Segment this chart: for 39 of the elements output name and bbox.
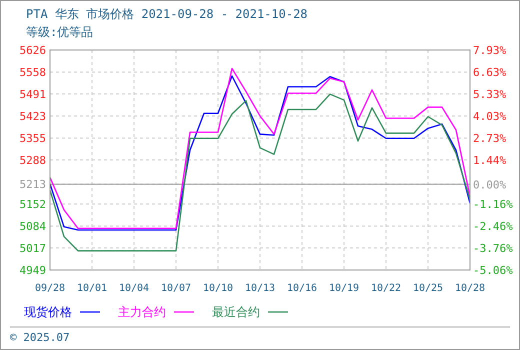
- y-tick-label: 5491: [20, 88, 46, 101]
- x-tick-label: 10/19: [328, 283, 360, 294]
- y2-tick-label: 2.73%: [473, 132, 506, 146]
- x-tick-label: 10/07: [160, 283, 192, 294]
- y-tick-label: 5355: [20, 132, 46, 146]
- x-tick-label: 09/28: [34, 283, 66, 294]
- y2-tick-label: 5.33%: [473, 88, 506, 102]
- y-tick-label: 5423: [20, 110, 46, 123]
- x-tick-label: 10/13: [244, 283, 276, 294]
- y2-tick-label: -5.06%: [473, 264, 514, 277]
- x-tick-label: 10/01: [76, 283, 108, 294]
- text: © 2025.07: [10, 331, 70, 344]
- y-tick-label: 4949: [20, 264, 46, 277]
- x-tick-label: 10/22: [370, 283, 402, 294]
- x-tick-label: 10/16: [286, 283, 318, 294]
- y-tick-label: 5288: [20, 154, 46, 167]
- y2-tick-label: 4.03%: [473, 110, 506, 124]
- y-tick-label: 5017: [20, 242, 46, 255]
- legend-label: 主力合约: [118, 305, 166, 319]
- y2-tick-label: -1.16%: [473, 198, 514, 211]
- y2-tick-label: 0.00%: [473, 178, 506, 192]
- y-tick-label: 5152: [20, 198, 46, 212]
- y2-tick-label: 7.93%: [473, 44, 506, 57]
- y2-tick-label: -3.76%: [473, 242, 514, 255]
- x-tick-label: 10/10: [202, 283, 234, 294]
- y2-tick-label: 6.63%: [473, 66, 506, 80]
- legend-label: 最近合约: [212, 305, 260, 319]
- y-tick-label: 5558: [20, 66, 46, 80]
- x-tick-label: 10/28: [454, 283, 486, 294]
- y2-tick-label: 1.44%: [473, 154, 506, 167]
- y2-tick-label: -2.46%: [473, 220, 514, 233]
- legend-label: 现货价格: [24, 305, 72, 319]
- y-tick-label: 5213: [20, 178, 46, 192]
- x-tick-label: 10/25: [412, 283, 444, 294]
- y-tick-label: 5626: [20, 44, 46, 57]
- chart-title: PTA 华东 市场价格 2021-09-28 - 2021-10-28: [26, 7, 308, 21]
- chart-subtitle: 等级:优等品: [26, 25, 94, 39]
- x-tick-label: 10/04: [118, 283, 150, 294]
- y-tick-label: 5084: [20, 220, 46, 234]
